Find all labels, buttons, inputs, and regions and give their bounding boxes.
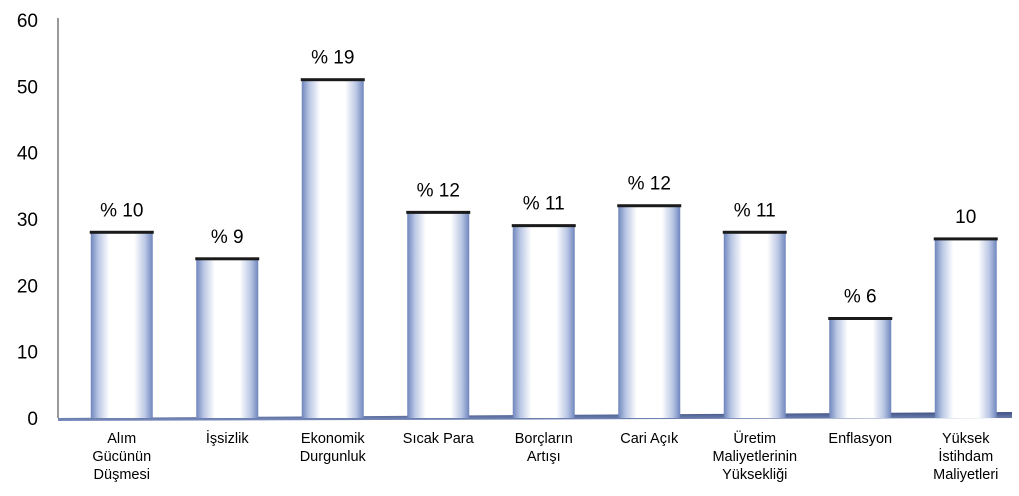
category-label: Alım Gücünün Düşmesi — [92, 431, 151, 483]
y-tick-label: 20 — [17, 276, 38, 297]
bar-data-label: % 19 — [311, 48, 354, 69]
category-label: Üretim Maliyetlerinin Yüksekliği — [712, 429, 797, 483]
bar-data-label: % 9 — [211, 227, 244, 248]
y-tick-label: 0 — [27, 409, 38, 430]
bar — [618, 205, 681, 418]
bar-top-edge — [933, 237, 998, 241]
bar-data-label: % 10 — [100, 200, 143, 221]
bar — [407, 212, 470, 418]
bar-top-edge — [617, 204, 682, 208]
bars — [89, 78, 998, 418]
data-labels: % 10 % 9 % 19 % 12 % 11 % 12 % 11 % 6 10 — [100, 48, 976, 308]
y-tick-label: 60 — [17, 11, 38, 32]
bar — [196, 258, 259, 418]
y-axis: 0 10 20 30 40 50 60 — [17, 11, 59, 430]
category-label: Sıcak Para — [403, 431, 475, 447]
category-label: İşsizlik — [206, 429, 249, 447]
bar — [512, 225, 575, 418]
category-label: Enflasyon — [828, 431, 892, 447]
bar — [829, 318, 892, 418]
y-tick-label: 30 — [17, 210, 38, 231]
category-label: Cari Açık — [620, 431, 679, 447]
y-tick-label: 50 — [17, 77, 38, 98]
category-label: Yüksek İstihdam Maliyetleri — [933, 431, 998, 483]
bar-top-edge — [89, 230, 154, 234]
bar-data-label: % 11 — [523, 194, 565, 215]
y-tick-label: 40 — [17, 144, 38, 165]
bar — [934, 238, 997, 418]
bar-top-edge — [722, 230, 787, 234]
category-labels: Alım Gücünün Düşmesi İşsizlik Ekonomik Durgun… — [92, 429, 998, 483]
bar-data-label: % 6 — [844, 287, 877, 308]
bar-data-label: % 11 — [734, 200, 776, 221]
bar — [723, 232, 786, 418]
bar-data-label: % 12 — [628, 174, 671, 195]
bar-data-label: 10 — [955, 207, 976, 228]
bar — [301, 79, 364, 418]
bar-top-edge — [511, 224, 576, 228]
bar-data-label: % 12 — [417, 180, 460, 201]
bar-top-edge — [300, 78, 365, 82]
y-tick-label: 10 — [17, 343, 38, 364]
bar-top-edge — [195, 257, 260, 261]
bar-top-edge — [406, 210, 471, 214]
category-label: Ekonomik Durgunluk — [300, 431, 367, 465]
bar-top-edge — [828, 317, 893, 320]
category-label: Borçların Artışı — [515, 431, 573, 465]
bar — [90, 232, 153, 418]
